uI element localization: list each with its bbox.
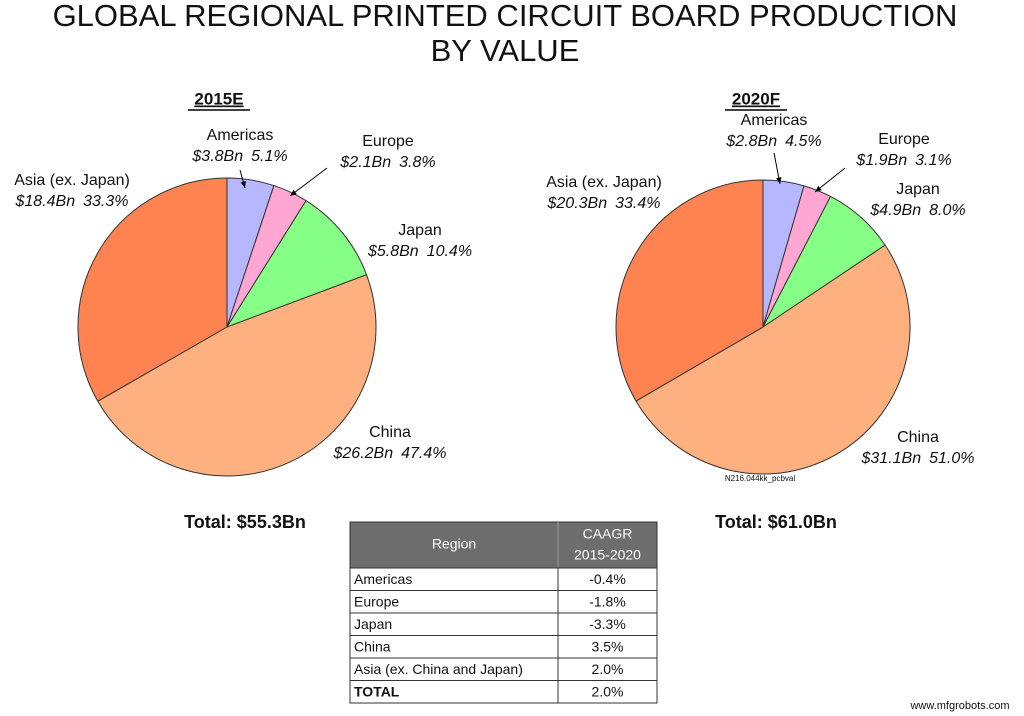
slice-amount: $5.8Bn	[367, 243, 419, 260]
slice-percent: 4.5%	[785, 133, 821, 150]
slice-amount: $2.8Bn	[725, 133, 777, 150]
slice-value-label: $3.8Bn 5.1%	[191, 148, 287, 165]
pie-slice	[615, 179, 764, 402]
table-cell: Japan	[354, 616, 392, 632]
table-cell: TOTAL	[354, 683, 400, 699]
table-header-cell: CAAGR	[583, 526, 633, 542]
slice-amount: $31.1Bn	[861, 450, 922, 467]
slice-amount: $26.2Bn	[333, 445, 394, 462]
table-cell: Europe	[354, 593, 399, 609]
table-cell: 2.0%	[592, 683, 624, 699]
pie-slice	[97, 274, 377, 477]
watermark: www.mfgrobots.com	[909, 700, 1009, 712]
table-header-cell: 2015-2020	[574, 547, 641, 563]
slice-percent: 33.4%	[615, 195, 660, 212]
slice-value-label: $2.1Bn 3.8%	[339, 154, 435, 171]
slice-amount: $1.9Bn	[855, 152, 907, 169]
table-cell: Americas	[354, 571, 412, 587]
slice-percent: 47.4%	[401, 445, 446, 462]
slice-name: Asia (ex. Japan)	[14, 172, 130, 189]
table-cell: China	[354, 638, 391, 654]
total-label: Total: $55.3Bn	[184, 512, 306, 532]
slice-percent: 3.8%	[399, 154, 435, 171]
pie-slice	[635, 244, 911, 475]
arrow-head	[240, 181, 246, 188]
table-row	[349, 680, 658, 704]
slice-name: Asia (ex. Japan)	[546, 174, 662, 191]
slice-amount: $18.4Bn	[15, 193, 76, 210]
table-cell: -3.3%	[589, 616, 626, 632]
slice-value-label: $18.4Bn 33.3%	[15, 193, 129, 210]
table-cell: 3.5%	[592, 638, 624, 654]
slice-value-label: $2.8Bn 4.5%	[725, 133, 821, 150]
page-title: BY VALUE	[431, 33, 580, 68]
slice-percent: 3.1%	[915, 152, 951, 169]
slice-value-label: $20.3Bn 33.4%	[547, 195, 661, 212]
slice-name: Americas	[741, 112, 808, 129]
slice-amount: $2.1Bn	[339, 154, 391, 171]
slice-amount: $3.8Bn	[191, 148, 243, 165]
slice-name: Japan	[398, 222, 442, 239]
table-cell: -1.8%	[589, 593, 626, 609]
slice-percent: 8.0%	[929, 202, 965, 219]
slice-value-label: $26.2Bn 47.4%	[333, 445, 447, 462]
slice-value-label: $4.9Bn 8.0%	[869, 202, 965, 219]
slice-percent: 5.1%	[251, 148, 287, 165]
slice-percent: 51.0%	[929, 450, 974, 467]
table-cell: -0.4%	[589, 571, 626, 587]
slice-name: Europe	[878, 131, 930, 148]
pie-slice	[77, 177, 228, 402]
code-label: N216.044kk_pcbval	[725, 474, 795, 483]
leader-line	[289, 167, 328, 197]
slice-value-label: $1.9Bn 3.1%	[855, 152, 951, 169]
arrow-head	[815, 185, 822, 192]
slice-name: China	[369, 424, 411, 441]
arrow-head	[290, 189, 297, 196]
table-cell: 2.0%	[592, 661, 624, 677]
slice-amount: $20.3Bn	[547, 195, 608, 212]
pie-slice	[225, 200, 368, 328]
slice-name: Americas	[207, 127, 274, 144]
slice-value-label: $5.8Bn 10.4%	[367, 243, 472, 260]
chart-title: 2015E	[194, 89, 243, 108]
arrow-head	[776, 177, 782, 184]
slice-percent: 33.3%	[83, 193, 128, 210]
slice-amount: $4.9Bn	[869, 202, 921, 219]
slice-percent: 10.4%	[427, 243, 472, 260]
total-label: Total: $61.0Bn	[715, 512, 837, 532]
table-cell: Asia (ex. China and Japan)	[354, 661, 523, 677]
page-title: GLOBAL REGIONAL PRINTED CIRCUIT BOARD PR…	[53, 0, 958, 33]
chart-title: 2020F	[732, 89, 780, 108]
slice-value-label: $31.1Bn 51.0%	[861, 450, 975, 467]
slice-name: Japan	[896, 181, 940, 198]
table-header-cell: Region	[432, 536, 476, 552]
slice-name: China	[897, 429, 939, 446]
slice-name: Europe	[362, 133, 414, 150]
